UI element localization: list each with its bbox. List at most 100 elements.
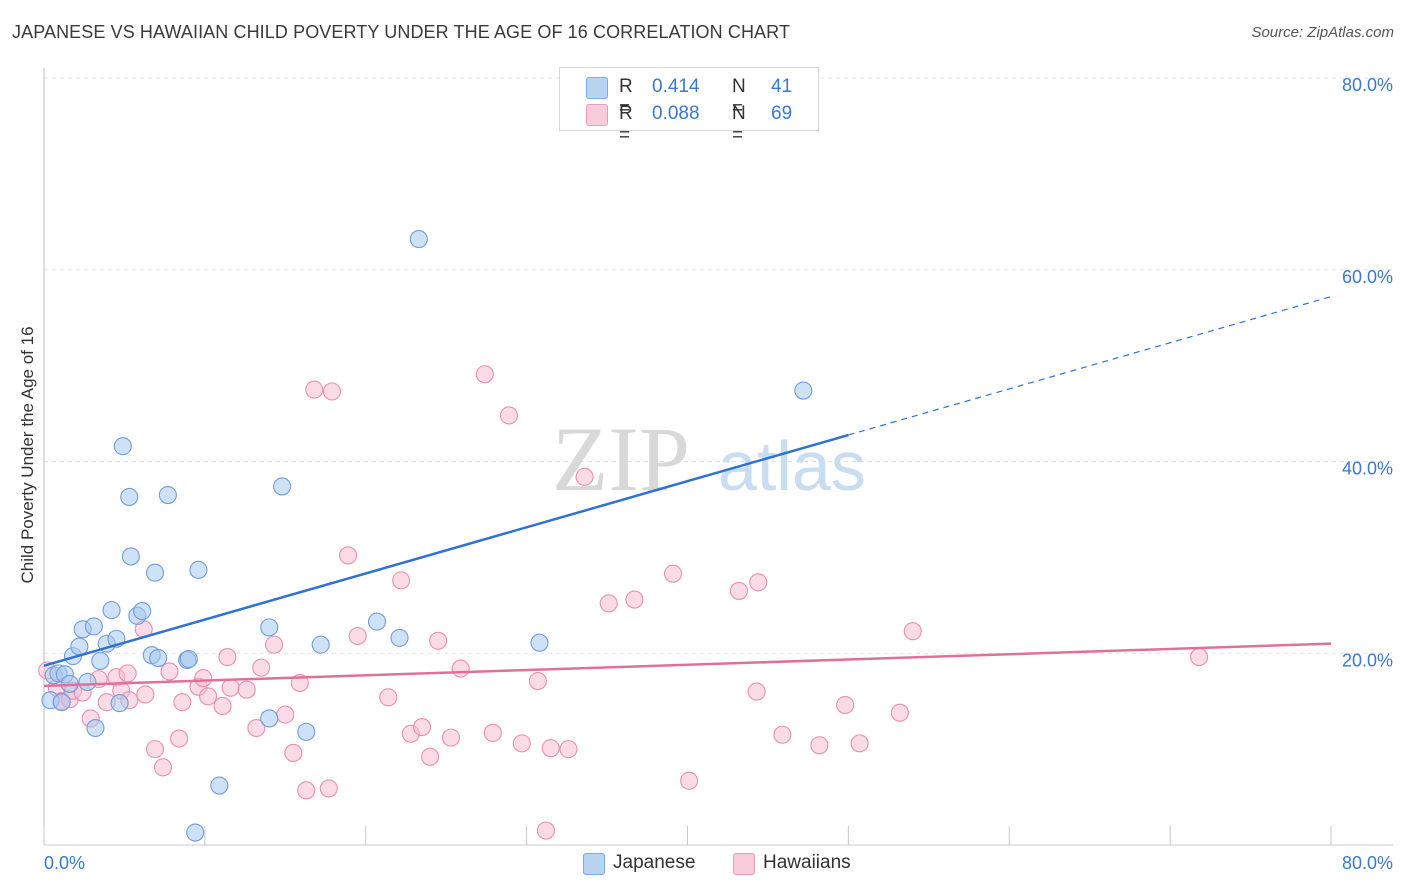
data-point-hawaiian: [199, 687, 218, 706]
data-point-hawaiian: [625, 590, 644, 609]
data-point-japanese: [149, 648, 168, 668]
watermark: ZIP atlas: [552, 408, 866, 510]
y-tick-label: 40.0%: [1342, 459, 1393, 479]
r-label: R =: [619, 103, 633, 146]
trend-line-dashed-japanese: [848, 296, 1332, 436]
data-point-hawaiian: [528, 672, 547, 691]
data-point-japanese: [84, 617, 103, 636]
data-point-hawaiian: [773, 725, 792, 744]
data-point-hawaiian: [836, 695, 855, 715]
source-label: Source: ZipAtlas.com: [1251, 24, 1394, 41]
x-tick-label: 80.0%: [1342, 853, 1393, 873]
data-point-japanese: [110, 694, 129, 713]
data-point-japanese: [311, 635, 330, 654]
trend-lines: [43, 296, 1332, 688]
data-point-hawaiian: [170, 729, 189, 748]
data-point-hawaiian: [451, 659, 470, 678]
n-value: 41: [771, 76, 793, 97]
data-point-hawaiian: [729, 581, 749, 600]
legend-label-japanese: Japanese: [613, 852, 696, 873]
data-point-hawaiian: [247, 718, 266, 738]
data-point-japanese: [70, 637, 89, 656]
hawaiians-swatch: [586, 104, 608, 126]
data-point-hawaiian: [499, 406, 518, 425]
data-point-hawaiian: [599, 594, 618, 613]
trend-line-hawaiians: [43, 642, 1332, 688]
data-point-hawaiian: [850, 734, 869, 753]
data-point-japanese: [179, 649, 198, 669]
watermark-zip: ZIP: [552, 408, 690, 510]
grid-lines: [44, 77, 1393, 654]
data-point-hawaiian: [379, 688, 398, 707]
data-point-hawaiian: [429, 631, 448, 650]
data-point-hawaiian: [413, 718, 432, 737]
y-tick-label: 80.0%: [1342, 75, 1393, 95]
data-point-hawaiian: [475, 365, 494, 384]
data-point-hawaiian: [441, 728, 461, 747]
data-point-hawaiian: [173, 693, 192, 712]
hawaiians-swatch: [733, 853, 755, 875]
data-point-hawaiian: [153, 758, 173, 777]
data-point-hawaiian: [136, 685, 155, 704]
japanese-swatch: [583, 853, 605, 875]
data-point-japanese: [120, 487, 139, 507]
data-point-japanese: [260, 618, 279, 637]
data-point-hawaiian: [536, 821, 555, 840]
data-point-japanese: [390, 628, 409, 647]
data-point-hawaiian: [276, 705, 295, 724]
data-point-japanese: [273, 477, 292, 496]
trend-line-japanese: [43, 433, 849, 667]
data-point-hawaiian: [118, 664, 137, 683]
data-point-hawaiian: [559, 740, 578, 759]
x-tick-label: 0.0%: [44, 853, 85, 873]
data-point-hawaiian: [512, 734, 531, 753]
data-point-japanese: [189, 560, 208, 579]
data-point-japanese: [158, 486, 177, 505]
n-label: N =: [732, 76, 746, 119]
r-value: 0.088: [652, 103, 700, 124]
r-value: 0.414: [652, 76, 700, 97]
data-point-japanese: [78, 672, 97, 692]
chart-title: JAPANESE VS HAWAIIAN CHILD POVERTY UNDER…: [12, 22, 791, 42]
tick-labels: 20.0% 40.0% 60.0% 80.0% 0.0% 80.0%: [44, 75, 1393, 873]
data-point-hawaiian: [297, 781, 316, 800]
data-point-hawaiian: [284, 743, 303, 763]
data-point-hawaiian: [348, 626, 367, 646]
data-point-japanese: [367, 612, 387, 631]
data-point-japanese: [260, 709, 279, 728]
data-point-hawaiian: [322, 382, 342, 401]
r-label: R =: [619, 76, 633, 119]
data-point-hawaiian: [421, 747, 440, 766]
data-point-hawaiian: [575, 467, 594, 486]
data-point-hawaiian: [145, 740, 165, 759]
data-point-hawaiian: [160, 662, 179, 681]
data-point-hawaiian: [749, 573, 768, 592]
n-value: 69: [771, 103, 793, 124]
data-point-japanese: [210, 776, 229, 795]
data-point-hawaiian: [1190, 648, 1209, 667]
legend-label-hawaiians: Hawaiians: [763, 852, 851, 873]
data-point-hawaiian: [213, 696, 232, 716]
data-point-hawaiian: [890, 703, 909, 722]
data-point-hawaiian: [903, 622, 922, 641]
data-point-japanese: [297, 722, 316, 741]
data-point-japanese: [102, 601, 121, 620]
japanese-swatch: [586, 77, 608, 99]
data-point-japanese: [409, 230, 428, 249]
data-point-hawaiian: [663, 564, 683, 583]
data-point-japanese: [113, 437, 132, 456]
data-point-japanese: [52, 693, 71, 712]
data-point-hawaiian: [680, 771, 699, 790]
data-point-hawaiian: [483, 723, 502, 742]
data-point-hawaiian: [747, 682, 766, 701]
axes: [43, 68, 1393, 846]
data-point-japanese: [794, 381, 813, 400]
data-point-japanese: [145, 563, 165, 582]
n-label: N =: [732, 103, 746, 146]
data-point-hawaiian: [305, 380, 324, 399]
data-point-hawaiian: [265, 635, 284, 654]
data-point-hawaiian: [252, 658, 271, 677]
data-point-japanese: [530, 633, 549, 652]
data-point-japanese: [91, 651, 110, 670]
